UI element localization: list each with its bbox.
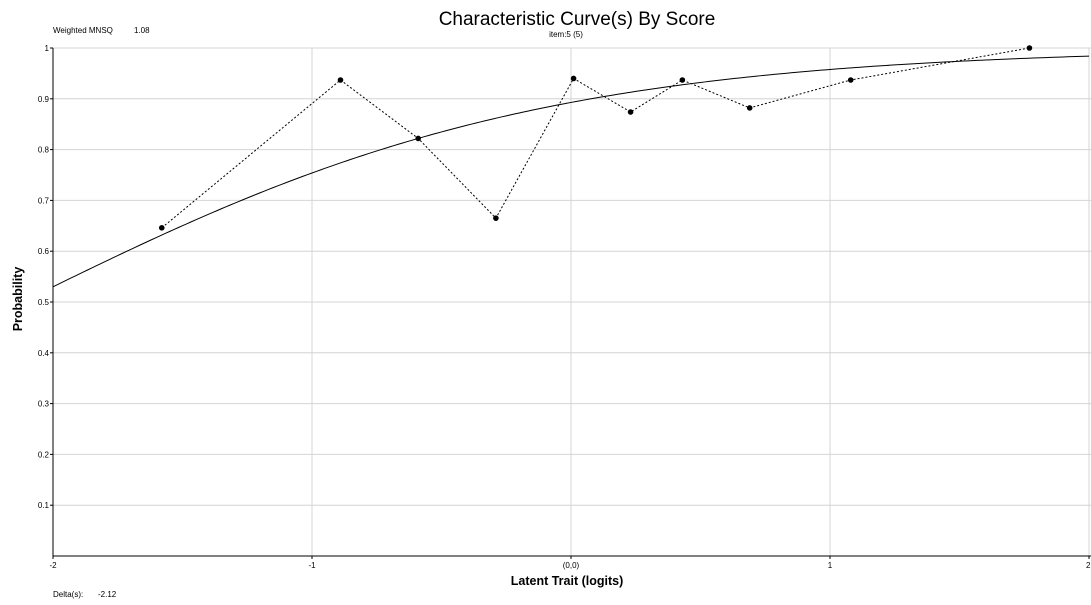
delta-label: Delta(s):: [53, 590, 83, 599]
x-tick-label: 1: [828, 561, 833, 570]
model-curve-line: [52, 55, 1090, 288]
y-axis-title: Probability: [11, 267, 25, 332]
x-tick-label: 2: [1086, 561, 1091, 570]
observed-point: [337, 77, 344, 83]
x-tick-label: -2: [49, 561, 57, 570]
y-tick-label: 0.2: [38, 450, 50, 459]
observed-point: [493, 215, 499, 221]
observed-series-layer: [158, 45, 1033, 231]
observed-point: [746, 105, 753, 111]
chart-subtitle: item:5 (5): [549, 30, 583, 39]
fit-statistic-value: 1.08: [134, 26, 150, 35]
y-tick-label: 0.3: [38, 400, 50, 409]
y-tick-labels: 0.1 0.2 0.3 0.4 0.5 0.6 0.7 0.8 0.9 1: [38, 44, 53, 510]
chart-title: Characteristic Curve(s) By Score: [439, 9, 716, 30]
grid-lines: [53, 47, 1091, 556]
y-tick-label: 0.7: [38, 196, 50, 205]
model-curve-layer: [52, 55, 1090, 288]
y-tick-label: 0.4: [38, 349, 50, 358]
x-tick-label: -1: [308, 561, 316, 570]
observed-point: [627, 109, 634, 115]
x-axis-title: Latent Trait (logits): [511, 574, 624, 588]
observed-point: [679, 77, 686, 83]
observed-point: [847, 77, 854, 83]
x-tick-labels: -2 -1 (0,0) 1 2: [49, 556, 1091, 570]
x-tick-label: (0,0): [563, 561, 580, 570]
fit-statistic-label: Weighted MNSQ: [53, 26, 113, 35]
y-tick-label: 0.1: [38, 501, 50, 510]
observed-point: [158, 225, 165, 231]
y-tick-label: 0.9: [38, 95, 50, 104]
observed-point: [570, 75, 577, 82]
y-tick-label: 0.5: [38, 298, 50, 307]
observed-point: [1026, 45, 1033, 51]
observed-point: [415, 135, 421, 142]
y-tick-label: 1: [45, 44, 50, 53]
y-tick-label: 0.8: [38, 146, 50, 155]
delta-value: -2.12: [98, 590, 117, 599]
y-tick-label: 0.6: [38, 247, 50, 256]
observed-series-line: [161, 47, 1030, 229]
